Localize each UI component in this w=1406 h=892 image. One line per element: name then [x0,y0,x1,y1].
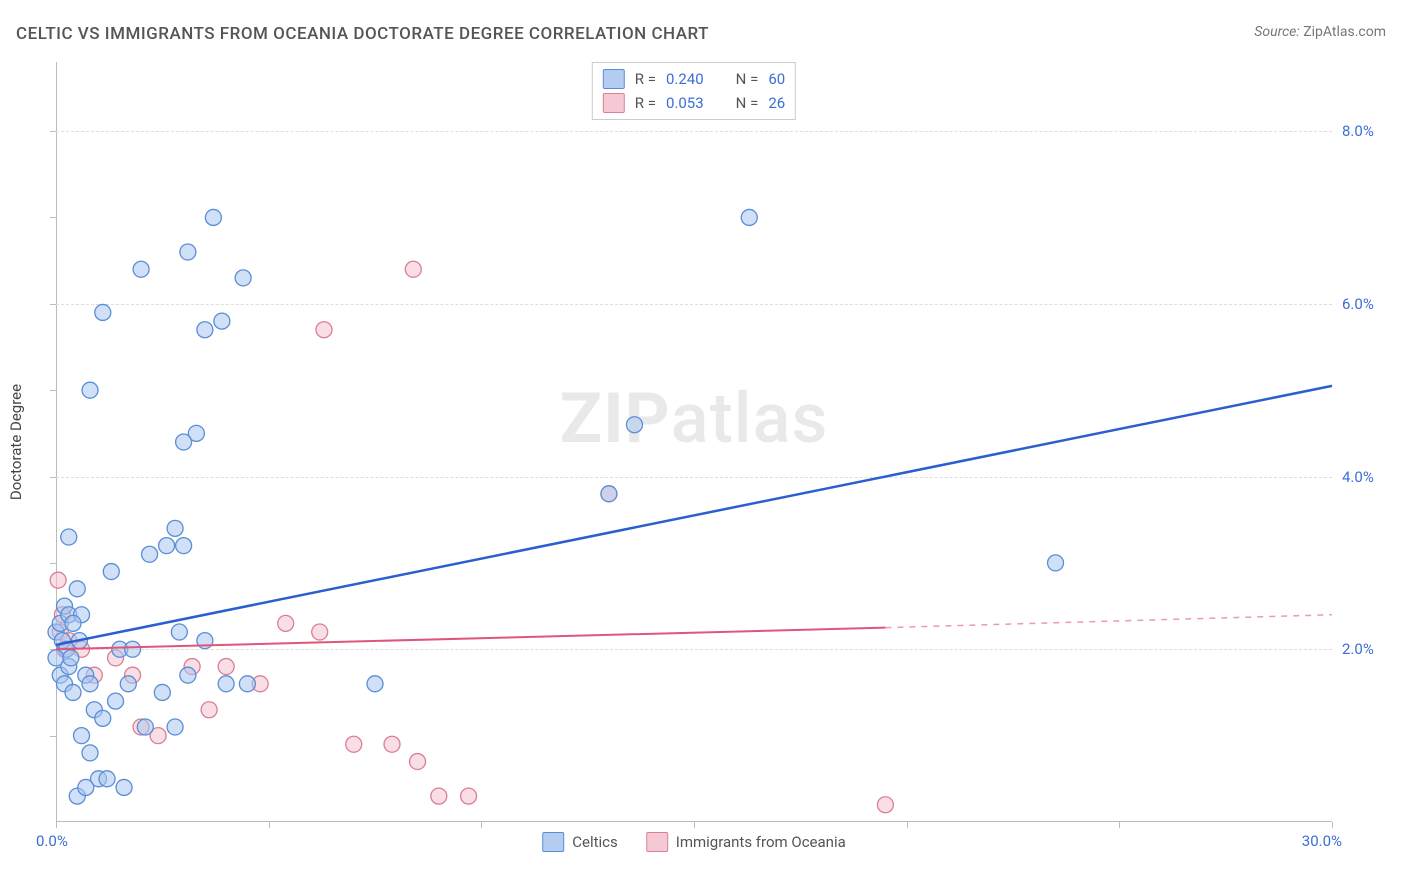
point-celtics [74,728,90,744]
legend-label-celtics: Celtics [572,833,618,851]
legend-label-oceania: Immigrants from Oceania [676,833,846,851]
point-celtics [82,745,98,761]
point-celtics [142,546,158,562]
point-celtics [65,684,81,700]
point-celtics [171,624,187,640]
correlation-legend: R = 0.240 N = 60 R = 0.053 N = 26 [592,62,796,120]
point-celtics [95,304,111,320]
point-oceania [201,702,217,718]
point-celtics [120,676,136,692]
point-celtics [180,667,196,683]
point-celtics [167,520,183,536]
point-celtics [82,676,98,692]
x-tick [1332,822,1333,828]
legend-row-celtics: R = 0.240 N = 60 [603,67,785,91]
legend-row-oceania: R = 0.053 N = 26 [603,91,785,115]
legend-item-celtics: Celtics [542,832,618,852]
series-legend: Celtics Immigrants from Oceania [542,832,846,852]
point-oceania [346,736,362,752]
point-celtics [214,313,230,329]
y-axis-label: Doctorate Degree [7,384,25,500]
r-value-oceania: 0.053 [666,94,704,112]
plot-area: Doctorate Degree 2.0%4.0%6.0%8.0% 0.0% 3… [56,62,1332,822]
n-label-0: N = [736,70,759,88]
r-value-celtics: 0.240 [666,70,704,88]
point-oceania [312,624,328,640]
point-oceania [461,788,477,804]
point-celtics [197,322,213,338]
swatch-celtics [603,69,625,89]
swatch-oceania [603,93,625,113]
r-label-0: R = [635,70,656,88]
n-label-1: N = [736,94,759,112]
point-celtics [99,771,115,787]
point-celtics [108,693,124,709]
x-tick [907,822,908,828]
point-oceania [50,572,66,588]
source-attribution: Source: ZipAtlas.com [1254,24,1386,40]
point-celtics [133,261,149,277]
point-celtics [180,244,196,260]
r-label-1: R = [635,94,656,112]
point-celtics [63,650,79,666]
y-tick-label: 4.0% [1342,468,1392,486]
trend-line-celtics [56,386,1332,645]
source-label: Source: [1254,24,1299,40]
point-celtics [61,529,77,545]
x-tick [694,822,695,828]
point-celtics [167,719,183,735]
y-tick-label: 8.0% [1342,122,1392,140]
x-tick [269,822,270,828]
x-tick [481,822,482,828]
source-value: ZipAtlas.com [1303,24,1386,40]
point-celtics [103,564,119,580]
x-tick [56,822,57,828]
x-axis-end-label: 30.0% [1302,832,1342,850]
point-celtics [741,209,757,225]
point-oceania [410,754,426,770]
n-value-celtics: 60 [768,70,785,88]
point-oceania [278,615,294,631]
trend-line-oceania-extrapolated [885,615,1332,628]
y-tick-label: 6.0% [1342,295,1392,313]
swatch-oceania-bottom [646,832,668,852]
y-tick-label: 2.0% [1342,640,1392,658]
legend-item-oceania: Immigrants from Oceania [646,832,846,852]
point-oceania [218,659,234,675]
point-celtics [626,417,642,433]
point-celtics [235,270,251,286]
point-celtics [82,382,98,398]
point-celtics [1048,555,1064,571]
point-celtics [137,719,153,735]
chart-title: CELTIC VS IMMIGRANTS FROM OCEANIA DOCTOR… [16,24,709,44]
point-celtics [95,710,111,726]
point-celtics [78,779,94,795]
point-celtics [69,581,85,597]
point-celtics [116,779,132,795]
point-celtics [176,434,192,450]
swatch-celtics-bottom [542,832,564,852]
point-celtics [218,676,234,692]
point-oceania [405,261,421,277]
point-celtics [205,209,221,225]
point-celtics [125,641,141,657]
point-celtics [65,615,81,631]
n-value-oceania: 26 [768,94,785,112]
point-celtics [154,684,170,700]
x-axis-start-label: 0.0% [36,832,68,850]
point-celtics [601,486,617,502]
point-oceania [316,322,332,338]
point-oceania [431,788,447,804]
point-oceania [384,736,400,752]
point-celtics [159,538,175,554]
scatter-svg [56,62,1332,822]
point-celtics [367,676,383,692]
point-celtics [239,676,255,692]
point-celtics [176,538,192,554]
point-oceania [877,797,893,813]
x-tick [1119,822,1120,828]
